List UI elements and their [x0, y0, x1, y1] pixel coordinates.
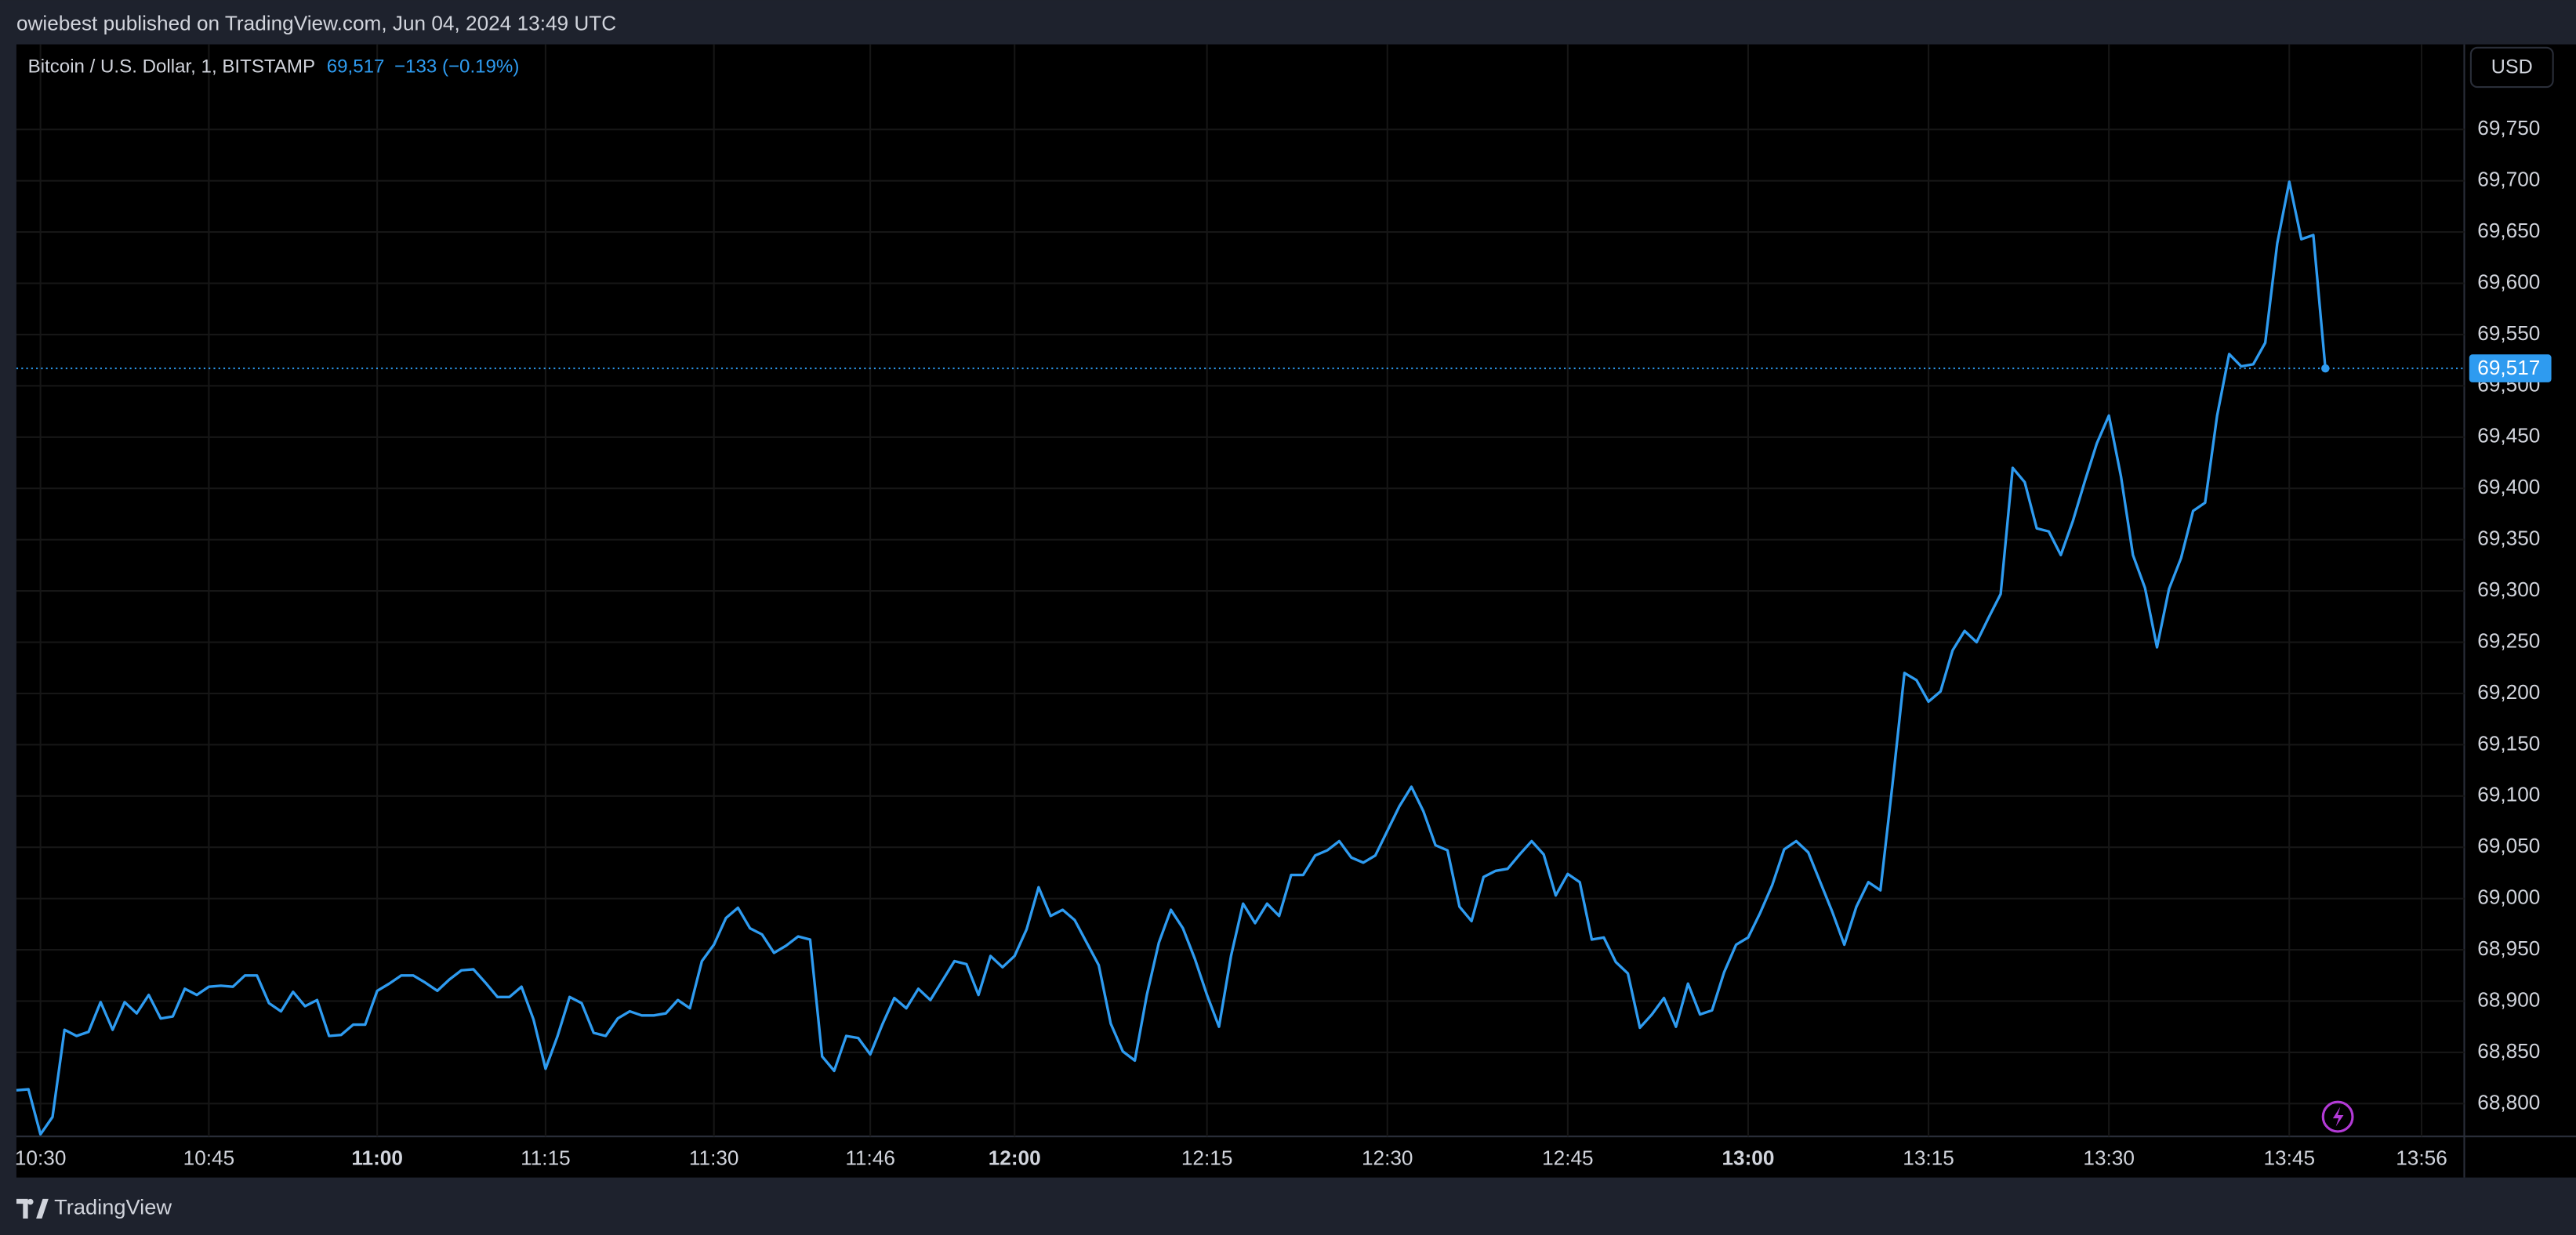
- x-tick-label: 10:45: [183, 1146, 235, 1169]
- y-tick-label: 69,350: [2477, 527, 2540, 550]
- x-tick-label: 11:46: [845, 1146, 895, 1169]
- y-tick-label: 69,250: [2477, 628, 2540, 652]
- grid: [16, 44, 2465, 1137]
- y-tick-label: 68,800: [2477, 1090, 2540, 1114]
- chart-panel: [16, 44, 2576, 1178]
- y-tick-label: 68,850: [2477, 1039, 2540, 1063]
- legend-change: −133 (−0.19%): [394, 56, 519, 77]
- x-tick-label: 13:56: [2396, 1146, 2447, 1169]
- x-tick-label: 13:45: [2263, 1146, 2315, 1169]
- y-tick-label: 69,100: [2477, 783, 2540, 806]
- x-tick-label: 13:15: [1903, 1146, 1954, 1169]
- x-tick-label: 10:30: [15, 1146, 67, 1169]
- logo-mark-slash[interactable]: [36, 1198, 49, 1219]
- plot: [16, 180, 2465, 1136]
- legend-title: Bitcoin / U.S. Dollar, 1, BITSTAMP: [28, 56, 315, 77]
- x-tick-label: 11:00: [351, 1146, 403, 1169]
- legend-price: 69,517: [327, 56, 385, 77]
- y-tick-label: 69,750: [2477, 116, 2540, 139]
- y-tick-label: 68,950: [2477, 936, 2540, 960]
- price-line: [16, 180, 2327, 1136]
- x-tick-label: 12:30: [1362, 1146, 1413, 1169]
- last-price-label: 69,517: [2477, 356, 2540, 379]
- y-tick-label: 69,300: [2477, 578, 2540, 601]
- lightning-icon[interactable]: [2321, 1100, 2354, 1133]
- x-tick-label: 11:15: [521, 1146, 571, 1169]
- y-tick-label: 69,700: [2477, 168, 2540, 191]
- y-tick-label: 69,000: [2477, 886, 2540, 909]
- x-tick-label: 12:15: [1181, 1146, 1233, 1169]
- lightning-bolt[interactable]: [2332, 1106, 2344, 1127]
- footer-logo[interactable]: [16, 1198, 49, 1219]
- y-tick-label: 69,050: [2477, 834, 2540, 857]
- y-tick-label: 69,600: [2477, 270, 2540, 293]
- publisher-header: owiebest published on TradingView.com, J…: [16, 11, 616, 34]
- logo-mark[interactable]: [16, 1198, 34, 1219]
- last-point: [2321, 364, 2330, 373]
- lightning-circle[interactable]: [2321, 1100, 2354, 1133]
- y-tick-label: 69,650: [2477, 219, 2540, 242]
- currency-label[interactable]: USD: [2491, 56, 2533, 78]
- currency-button[interactable]: [2469, 46, 2554, 89]
- x-tick-label: 12:00: [989, 1146, 1041, 1169]
- x-tick-label: 12:45: [1542, 1146, 1594, 1169]
- y-tick-label: 69,550: [2477, 321, 2540, 345]
- last-price-badge: [2469, 354, 2552, 382]
- y-tick-label: 69,450: [2477, 424, 2540, 447]
- axes: 68,800 68,850 68,900 68,950 69,000 69,050 69,1…: [15, 116, 2552, 1169]
- y-tick-label: 69,200: [2477, 680, 2540, 704]
- y-tick-label: 68,900: [2477, 987, 2540, 1011]
- x-tick-label: 11:30: [689, 1146, 739, 1169]
- y-tick-label: 69,150: [2477, 731, 2540, 755]
- x-tick-label: 13:00: [1722, 1146, 1774, 1169]
- x-tick-label: 13:30: [2083, 1146, 2135, 1169]
- y-tick-label: 69,400: [2477, 475, 2540, 498]
- footer-brand[interactable]: TradingView: [54, 1195, 172, 1219]
